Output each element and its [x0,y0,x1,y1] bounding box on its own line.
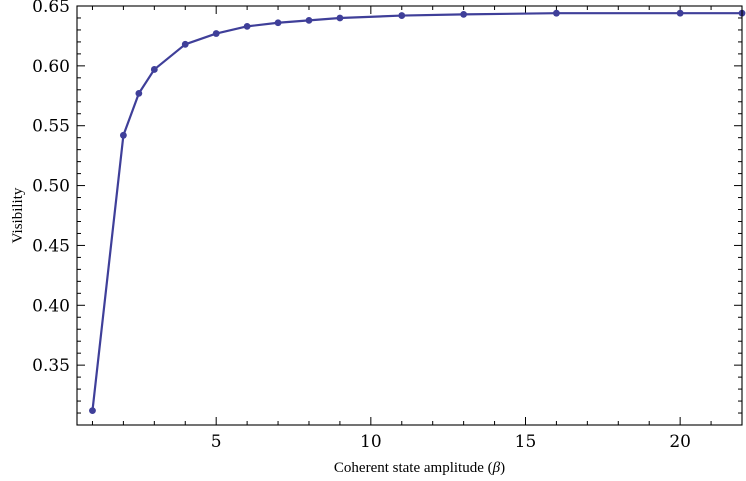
y-tick-label: 0.35 [32,356,70,376]
y-tick-label: 0.55 [32,117,70,137]
x-axis-title-symbol: β [492,460,501,476]
data-point [135,89,143,97]
data-point [89,407,96,415]
x-axis-title-close: ) [500,460,505,476]
x-axis-title: Coherent state amplitude (β) [334,460,505,476]
y-tick-label: 0.65 [32,0,70,17]
x-tick-label: 15 [515,432,537,452]
y-axis-title: Visibility [10,187,26,243]
x-tick-label: 10 [360,432,382,452]
plot-frame [76,5,743,426]
data-point [119,131,127,139]
data-point [676,9,684,17]
x-axis-title-main: Coherent state amplitude ( [334,460,493,476]
series-layer [89,9,746,415]
data-point [212,30,220,37]
data-point [274,19,282,27]
y-tick-label: 0.45 [32,236,70,256]
series-line [91,12,742,411]
data-point [243,22,251,30]
x-tick-label: 5 [211,432,222,452]
data-point [150,66,158,73]
data-point [181,40,189,48]
tick-labels: 5 10 15 20 0.35 0.40 0.45 0.50 0.55 0.60 0.65 [32,0,691,452]
y-tick-label: 0.50 [32,177,70,197]
data-point [460,10,468,18]
minor-ticks [77,6,743,425]
y-tick-label: 0.60 [32,57,70,77]
x-tick-label: 20 [669,432,691,452]
major-ticks [77,5,742,425]
y-tick-label: 0.40 [32,296,70,316]
data-point [336,14,344,22]
data-point [553,9,560,17]
data-point [305,16,313,24]
data-point [398,12,406,19]
